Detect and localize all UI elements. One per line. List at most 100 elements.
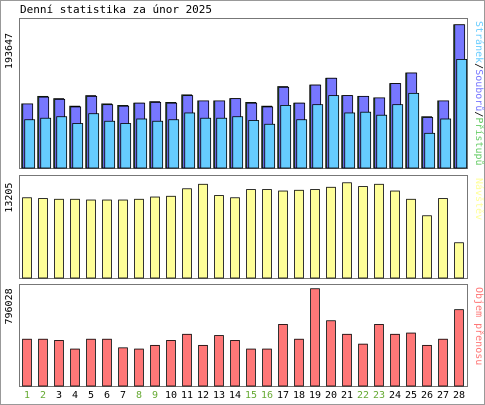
x-tick-label-day-17: 17 — [277, 390, 289, 401]
bar-pages-day-9 — [152, 120, 164, 169]
bar-volume-day-21 — [342, 333, 352, 387]
bar-visits-day-17 — [278, 190, 288, 279]
x-tick-label-day-1: 1 — [24, 390, 30, 401]
chart-title: Denní statistika za únor 2025 — [20, 3, 213, 16]
bar-volume-day-15 — [246, 348, 256, 387]
bar-pages-day-28 — [456, 59, 468, 169]
x-tick-label-day-4: 4 — [72, 390, 78, 401]
bar-visits-day-11 — [182, 188, 192, 279]
bar-pages-day-24 — [392, 104, 404, 169]
bar-volume-day-26 — [422, 344, 432, 387]
bar-pages-day-1 — [24, 119, 36, 169]
x-tick-label-day-18: 18 — [293, 390, 305, 401]
bar-visits-day-24 — [390, 190, 400, 279]
bar-visits-day-16 — [262, 189, 272, 279]
bar-pages-day-21 — [344, 112, 356, 169]
bar-pages-day-10 — [168, 119, 180, 169]
x-tick-label-day-22: 22 — [357, 390, 369, 401]
bar-visits-day-3 — [54, 198, 64, 279]
bar-pages-day-8 — [136, 118, 148, 169]
bar-visits-day-13 — [214, 195, 224, 279]
bar-visits-day-7 — [118, 199, 128, 279]
x-tick-label-day-15: 15 — [245, 390, 257, 401]
bar-volume-day-2 — [38, 338, 48, 387]
bar-volume-day-14 — [230, 340, 240, 387]
legend-entry-top-1: / — [473, 63, 484, 69]
bar-volume-day-18 — [294, 338, 304, 387]
y-max-label-top: 193647 — [4, 33, 15, 69]
x-tick-label-day-2: 2 — [40, 390, 46, 401]
bar-visits-day-10 — [166, 195, 176, 279]
x-tick-label-day-26: 26 — [421, 390, 433, 401]
bar-visits-day-25 — [406, 198, 416, 279]
x-tick-label-day-27: 27 — [437, 390, 449, 401]
bar-volume-day-19 — [310, 288, 320, 387]
bar-volume-day-9 — [150, 344, 160, 387]
bar-volume-day-22 — [358, 343, 368, 387]
bar-volume-day-24 — [390, 333, 400, 387]
x-tick-label-day-25: 25 — [405, 390, 417, 401]
bar-visits-day-14 — [230, 197, 240, 279]
legend-entry-bottom-0: Objem přenosu — [473, 287, 485, 365]
bar-volume-day-4 — [70, 348, 80, 387]
bar-pages-day-13 — [216, 117, 228, 169]
bar-visits-day-2 — [38, 198, 48, 279]
bar-volume-day-1 — [22, 338, 32, 387]
bar-visits-day-21 — [342, 182, 352, 279]
bar-pages-day-17 — [280, 105, 292, 169]
legend-entry-top-3: / — [473, 111, 484, 117]
bar-visits-day-26 — [422, 215, 432, 279]
bar-pages-day-27 — [440, 118, 452, 169]
bar-pages-day-4 — [72, 123, 84, 169]
bar-visits-day-15 — [246, 189, 256, 279]
bar-visits-day-8 — [134, 198, 144, 279]
x-tick-label-day-3: 3 — [56, 390, 62, 401]
x-tick-label-day-11: 11 — [181, 390, 193, 401]
bar-visits-day-28 — [454, 242, 464, 279]
bar-pages-day-25 — [408, 92, 420, 169]
bar-visits-day-4 — [70, 198, 80, 279]
bar-pages-day-6 — [104, 120, 116, 169]
bar-visits-day-20 — [326, 186, 336, 279]
bar-volume-day-3 — [54, 340, 64, 387]
x-tick-label-day-8: 8 — [136, 390, 142, 401]
legend-entry-middle-0: Návštěv — [473, 178, 485, 220]
bar-visits-day-1 — [22, 197, 32, 279]
x-tick-label-day-23: 23 — [373, 390, 385, 401]
x-tick-label-day-10: 10 — [165, 390, 177, 401]
bar-pages-day-18 — [296, 119, 308, 169]
bar-pages-day-23 — [376, 114, 388, 169]
bar-pages-day-5 — [88, 113, 100, 169]
x-tick-label-day-20: 20 — [325, 390, 337, 401]
x-tick-label-day-12: 12 — [197, 390, 209, 401]
bar-pages-day-19 — [312, 104, 324, 169]
bar-volume-day-16 — [262, 348, 272, 387]
bar-volume-day-10 — [166, 340, 176, 387]
bar-pages-day-16 — [264, 123, 276, 169]
legend-entry-top-0: Stránek — [473, 21, 485, 63]
bar-volume-day-5 — [86, 338, 96, 387]
bar-pages-day-22 — [360, 111, 372, 169]
bar-volume-day-27 — [438, 338, 448, 387]
x-tick-label-day-7: 7 — [120, 390, 126, 401]
bar-volume-day-12 — [198, 344, 208, 387]
bar-volume-day-28 — [454, 309, 464, 387]
x-tick-label-day-28: 28 — [453, 390, 465, 401]
bar-visits-day-27 — [438, 198, 448, 279]
bar-visits-day-22 — [358, 186, 368, 279]
bar-pages-day-26 — [424, 132, 436, 169]
x-tick-label-day-16: 16 — [261, 390, 273, 401]
bar-visits-day-6 — [102, 199, 112, 279]
y-max-label-middle: 13205 — [4, 183, 15, 213]
legend-entry-top-2: Souborů — [473, 69, 485, 111]
bar-visits-day-23 — [374, 183, 384, 279]
bar-visits-day-9 — [150, 196, 160, 279]
bar-pages-day-2 — [40, 117, 52, 169]
bar-visits-day-5 — [86, 199, 96, 279]
legend-top: Stránek/Souborů/Přístupů — [473, 21, 485, 166]
bar-visits-day-18 — [294, 189, 304, 279]
bar-pages-day-14 — [232, 116, 244, 169]
bar-visits-day-12 — [198, 183, 208, 279]
